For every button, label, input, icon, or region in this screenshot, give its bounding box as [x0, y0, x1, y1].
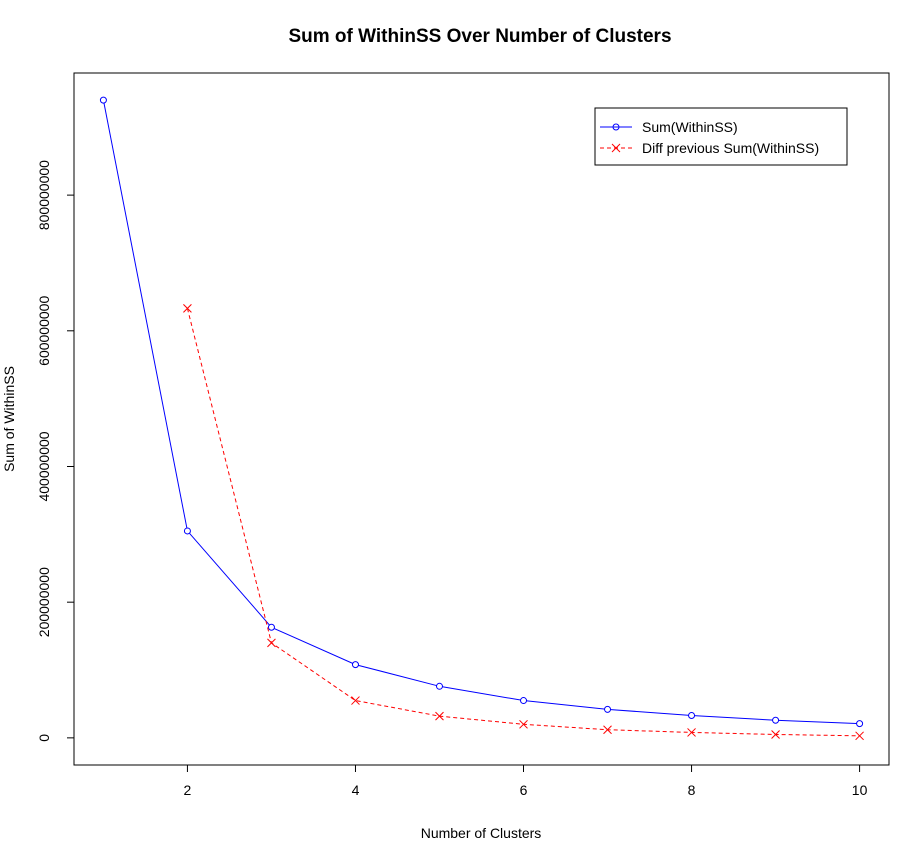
x-marker-stroke	[435, 711, 444, 721]
chart-title: Sum of WithinSS Over Number of Clusters	[288, 26, 671, 47]
x-marker-stroke	[351, 696, 360, 705]
data-point	[771, 730, 780, 739]
x-tick-label: 6	[520, 782, 528, 798]
x-marker-stroke	[687, 728, 696, 737]
data-point	[687, 728, 696, 737]
x-marker-stroke	[603, 725, 612, 735]
x-tick-label: 10	[852, 782, 868, 798]
legend-label-diff: Diff previous Sum(WithinSS)	[642, 140, 819, 156]
x-tick-label: 4	[352, 782, 360, 798]
y-tick-label: 200000000	[36, 567, 52, 637]
y-tick-label: 800000000	[36, 160, 52, 230]
legend-label-sum: Sum(WithinSS)	[642, 119, 738, 135]
data-point	[603, 725, 612, 735]
data-point	[435, 711, 444, 721]
x-tick-label: 2	[184, 782, 192, 798]
x-tick-label: 8	[688, 782, 696, 798]
data-point	[183, 304, 192, 313]
series-1	[99, 96, 864, 728]
y-tick-label: 600000000	[36, 296, 52, 366]
x-marker-stroke	[183, 304, 192, 313]
data-point	[99, 96, 107, 104]
data-point	[351, 661, 359, 669]
data-point	[183, 527, 191, 535]
data-point	[519, 719, 528, 729]
data-point	[435, 682, 443, 690]
data-point	[351, 696, 360, 705]
legend-box	[594, 107, 848, 166]
series-line	[186, 308, 860, 737]
legend-marker-sum	[612, 123, 620, 131]
y-axis: 0 200000000 400000000 600000000 800000000	[36, 160, 74, 742]
x-marker-stroke	[855, 731, 864, 741]
x-axis-label: Number of Clusters	[421, 825, 542, 841]
series-layer	[99, 96, 864, 741]
y-tick-label: 0	[36, 734, 52, 742]
series-line	[102, 100, 860, 725]
x-marker-stroke	[267, 638, 276, 648]
data-point	[688, 711, 696, 719]
series-2	[183, 304, 864, 741]
x-marker-stroke	[771, 730, 780, 739]
legend: Sum(WithinSS) Diff previous Sum(WithinSS…	[594, 107, 848, 166]
data-point	[267, 623, 275, 631]
data-point	[520, 697, 528, 705]
plot-frame	[73, 72, 890, 766]
y-tick-label: 400000000	[36, 431, 52, 501]
y-axis-label: Sum of WithinSS	[1, 366, 17, 472]
x-axis: 2 4 6 8 10	[184, 765, 868, 798]
data-point	[604, 705, 612, 713]
data-point	[856, 720, 864, 728]
x-marker-stroke	[519, 719, 528, 729]
data-point	[267, 638, 276, 648]
data-point	[855, 731, 864, 741]
data-point	[772, 716, 780, 724]
legend-marker-diff	[611, 143, 621, 153]
